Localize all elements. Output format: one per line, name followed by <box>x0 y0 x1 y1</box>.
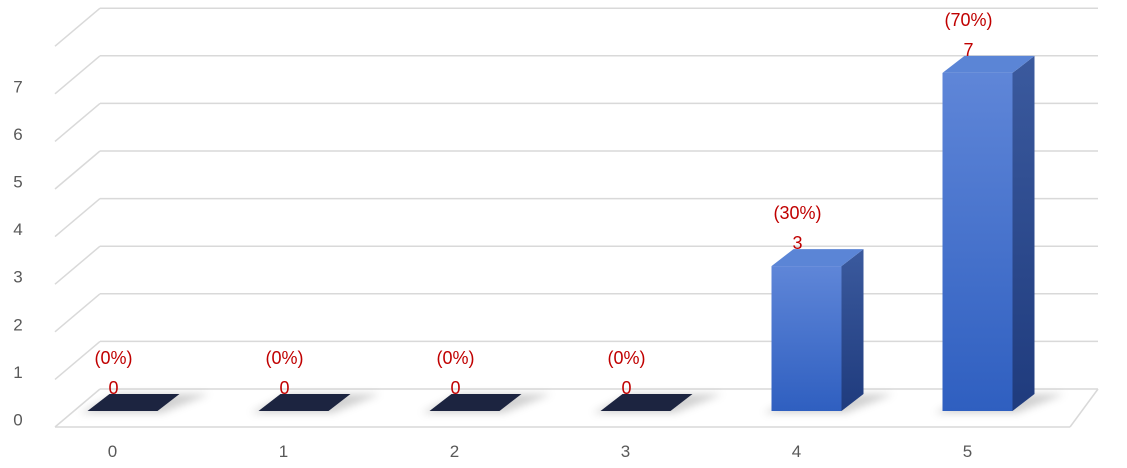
bar <box>592 394 723 413</box>
data-label-value: 0 <box>108 378 118 398</box>
gridlines <box>54 7 1099 428</box>
data-label-value: 7 <box>963 40 973 60</box>
x-tick-label: 1 <box>279 442 288 461</box>
y-tick-label: 7 <box>13 77 22 96</box>
bar <box>421 394 552 413</box>
y-tick-label: 1 <box>13 363 22 382</box>
data-label-value: 0 <box>450 378 460 398</box>
bar <box>79 394 210 413</box>
gridline <box>54 245 1098 285</box>
bars <box>79 55 1065 413</box>
gridline <box>54 293 1098 333</box>
data-label-percent: (0%) <box>265 348 303 368</box>
x-tick-label: 4 <box>792 442 801 461</box>
data-label-value: 0 <box>279 378 289 398</box>
bar <box>250 394 381 413</box>
bar <box>934 55 1065 413</box>
data-label-value: 3 <box>792 233 802 253</box>
gridline <box>54 7 1098 47</box>
gridline <box>54 340 1098 380</box>
x-tick-label: 0 <box>108 442 117 461</box>
data-label-percent: (0%) <box>607 348 645 368</box>
gridline <box>54 150 1098 190</box>
gridline <box>54 55 1098 95</box>
data-label-percent: (70%) <box>944 10 992 30</box>
gridline <box>54 197 1098 238</box>
y-tick-label: 6 <box>13 125 22 144</box>
x-tick-label: 2 <box>450 442 459 461</box>
y-tick-label: 0 <box>13 410 22 429</box>
y-tick-label: 5 <box>13 172 22 191</box>
gridline <box>54 102 1098 142</box>
data-label-percent: (0%) <box>436 348 474 368</box>
y-tick-label: 2 <box>13 315 22 334</box>
gridline <box>54 388 1098 428</box>
data-label-percent: (0%) <box>94 348 132 368</box>
y-tick-label: 3 <box>13 268 22 287</box>
x-tick-label: 5 <box>963 442 972 461</box>
data-labels: 0 (0%) 0 (0%) 0 (0%) 0 (0%) 3 (30%) 7 (70%) <box>94 10 992 398</box>
x-tick-label: 3 <box>621 442 630 461</box>
floor-right-edge <box>1069 388 1099 428</box>
y-axis-ticks: 0 1 2 3 4 5 6 7 <box>13 77 22 429</box>
x-axis-ticks: 0 1 2 3 4 5 <box>108 442 972 461</box>
data-label-value: 0 <box>621 378 631 398</box>
y-tick-label: 4 <box>13 220 22 239</box>
data-label-percent: (30%) <box>773 203 821 223</box>
bar <box>763 249 894 413</box>
